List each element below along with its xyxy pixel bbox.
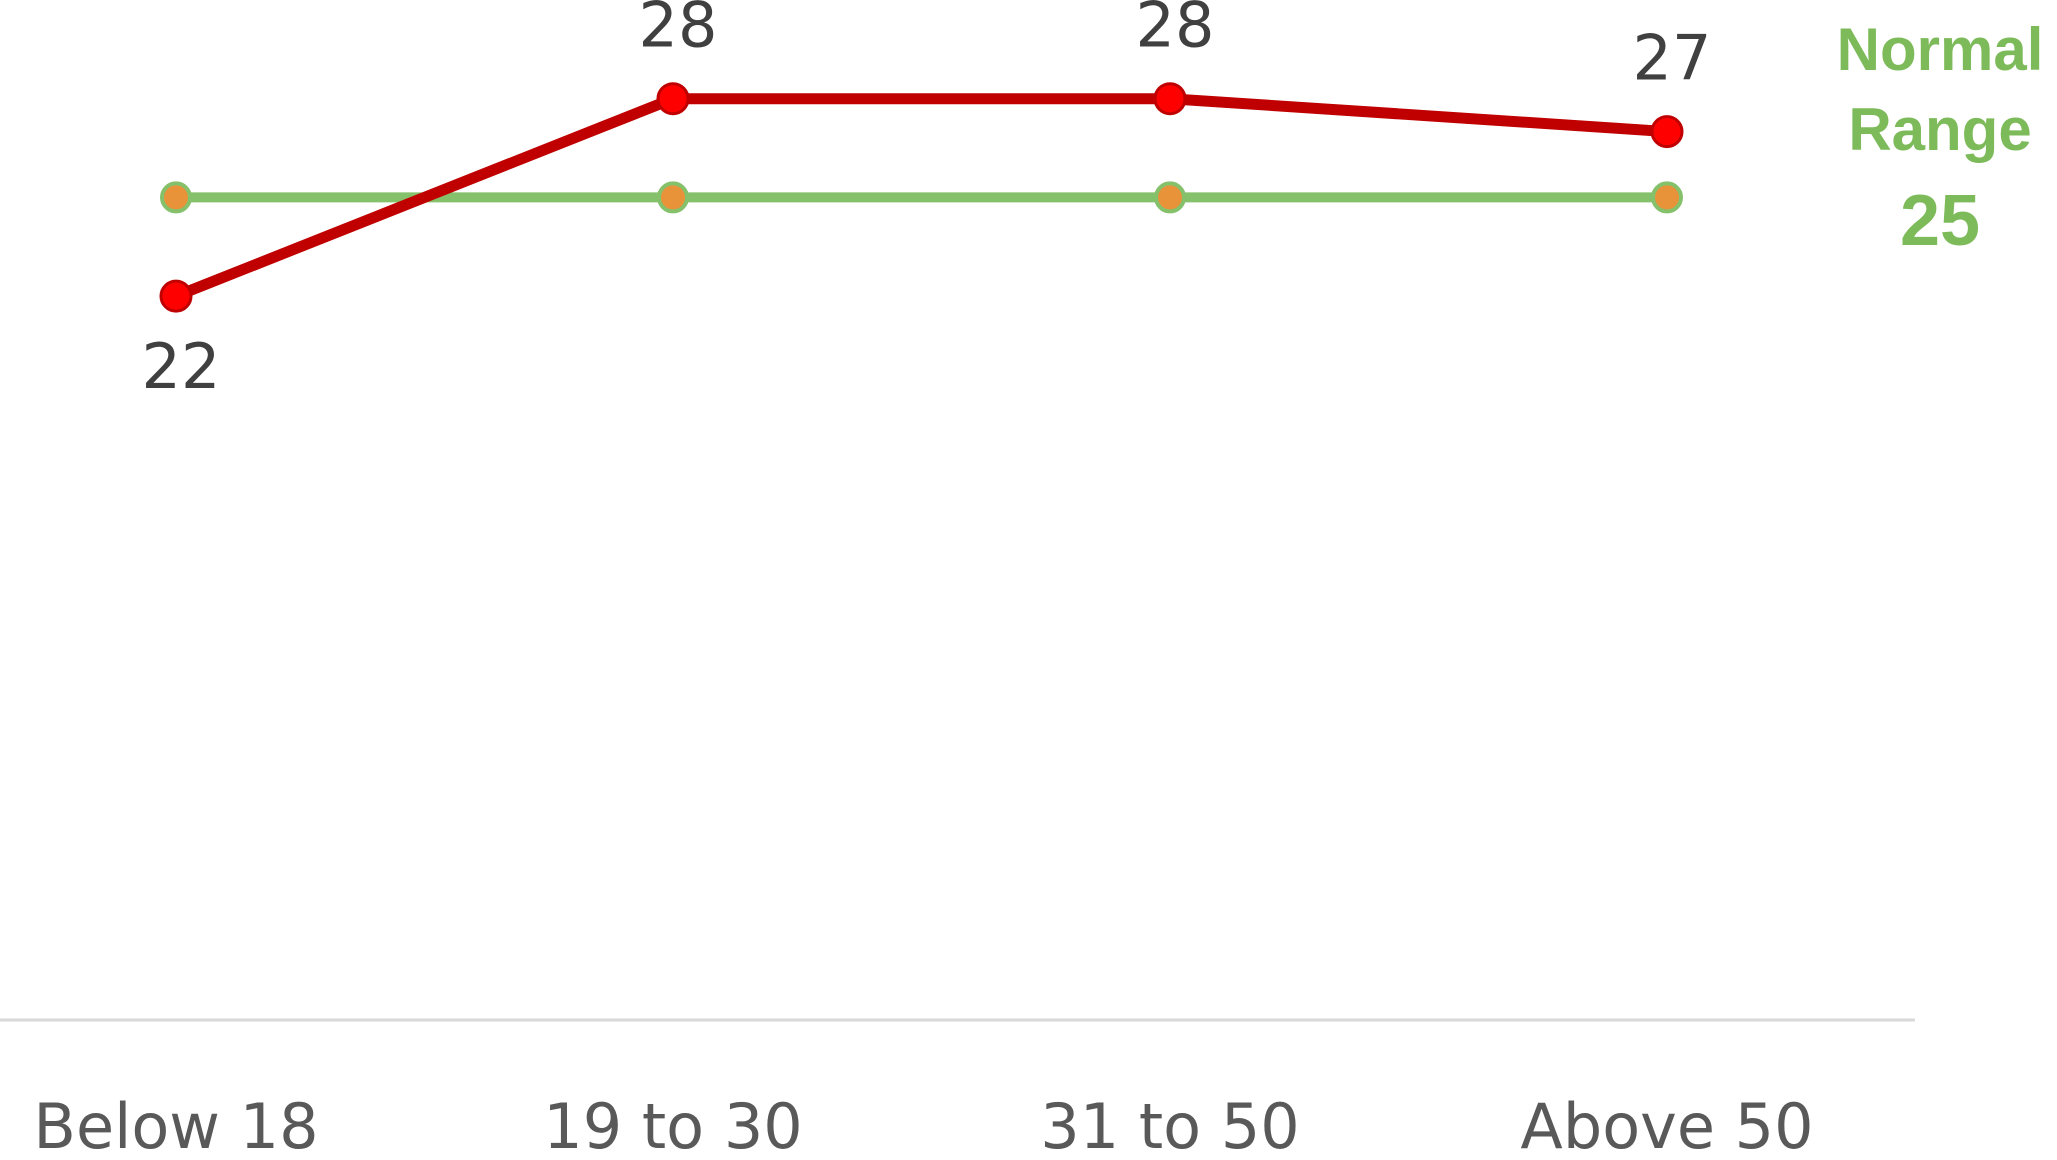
series-1-point — [1153, 82, 1187, 116]
series-2-point — [657, 181, 689, 214]
data-label: 28 — [1136, 0, 1215, 62]
x-tick-label: Above 50 — [1520, 1090, 1813, 1160]
series-1-point — [159, 279, 193, 313]
data-label: 27 — [1633, 22, 1712, 95]
series-2-point — [1154, 181, 1186, 214]
x-tick-label: Below 18 — [33, 1090, 318, 1160]
reference-label-line1: Normal — [1837, 16, 2044, 83]
data-label: 28 — [639, 0, 718, 62]
series-1-line — [170, 93, 1673, 302]
reference-label: Normal Range 25 — [1837, 16, 2044, 261]
label-layer: 22 28 28 27 Below 18 19 to 30 31 to 50 Above 50 — [33, 0, 1813, 1160]
reference-value-label: 25 — [1900, 181, 1980, 261]
x-tick-label: 31 to 50 — [1040, 1090, 1299, 1160]
data-label: 22 — [142, 330, 221, 403]
series-1-point — [1650, 115, 1684, 149]
series-layer — [159, 82, 1684, 313]
series-2-point — [160, 181, 192, 214]
x-tick-label: 19 to 30 — [543, 1090, 802, 1160]
series-1-point — [656, 82, 690, 116]
reference-label-line2: Range — [1848, 96, 2031, 163]
series-2-point — [1651, 181, 1683, 214]
